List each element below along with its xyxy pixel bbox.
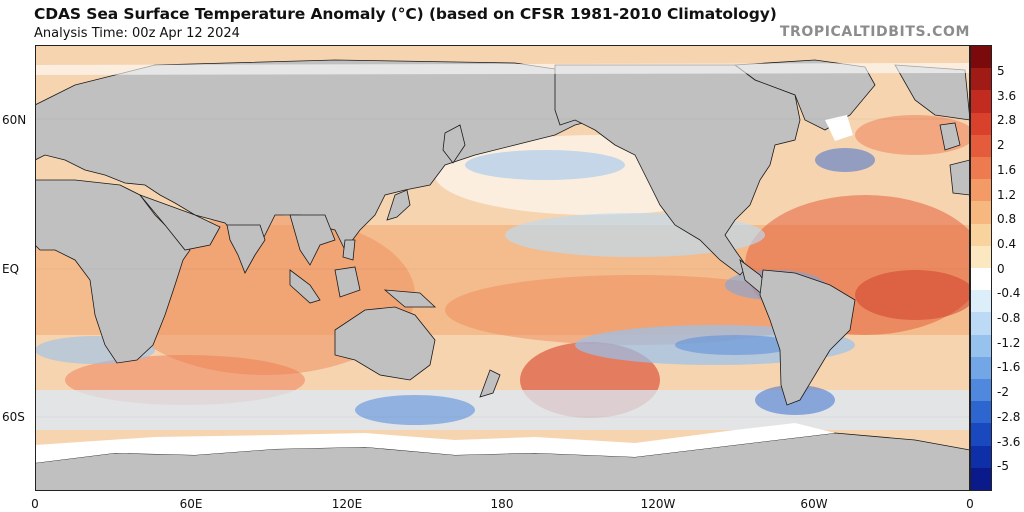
new-zealand-land — [479, 369, 501, 398]
lat-label-eq: EQ — [2, 262, 20, 276]
colorbar — [970, 45, 992, 491]
colorbar-label: -2.8 — [997, 409, 1021, 424]
sst-anomaly-map — [35, 45, 970, 491]
colorbar-label: -5 — [997, 459, 1009, 474]
colorbar-label: 2.8 — [997, 113, 1017, 128]
colorbar-swatch — [971, 201, 991, 224]
colorbar-swatch — [971, 379, 991, 402]
colorbar-label: -2 — [997, 385, 1009, 400]
lon-label-0: 0 — [31, 497, 39, 511]
colorbar-swatch — [971, 423, 991, 446]
lon-label-120w: 120W — [640, 497, 676, 511]
colorbar-swatch — [971, 134, 991, 158]
map-title: CDAS Sea Surface Temperature Anomaly (°C… — [34, 5, 777, 23]
colorbar-label: -0.4 — [997, 286, 1021, 301]
lon-label-0-right: 0 — [966, 497, 974, 511]
analysis-time: Analysis Time: 00z Apr 12 2024 — [34, 26, 240, 41]
colorbar-swatch — [971, 179, 991, 202]
colorbar-swatch — [971, 268, 991, 291]
australia-land — [334, 306, 436, 381]
colorbar-label: 0.4 — [997, 236, 1017, 251]
colorbar-swatch — [971, 90, 991, 113]
india-land — [226, 224, 266, 274]
lon-label-60e: 60E — [179, 497, 203, 511]
sea-ice — [35, 63, 970, 463]
borneo-land — [334, 266, 361, 298]
indochina-land — [289, 214, 336, 266]
colorbar-label: 5 — [997, 64, 1005, 78]
iberia-land — [949, 159, 970, 196]
colorbar-label: 0.8 — [997, 212, 1017, 227]
colorbar-swatch — [971, 334, 991, 357]
lat-label-60s: 60S — [2, 410, 25, 424]
sumatra-land — [289, 269, 321, 304]
colorbar-swatch — [971, 157, 991, 180]
lon-label-180: 180 — [490, 497, 514, 511]
colorbar-swatch — [971, 223, 991, 246]
colorbar-swatch — [971, 467, 991, 491]
new-guinea-land — [383, 289, 437, 308]
colorbar-label: 1.6 — [997, 162, 1017, 177]
colorbar-swatch — [971, 401, 991, 424]
colorbar-swatch — [971, 68, 991, 91]
colorbar-swatch — [971, 312, 991, 335]
colorbar-label: -3.6 — [997, 434, 1021, 449]
colorbar-swatch — [971, 46, 991, 69]
colorbar-swatch — [971, 245, 991, 269]
colorbar-swatch — [971, 112, 991, 135]
site-brand[interactable]: TROPICALTIDBITS.COM — [779, 24, 970, 40]
kamchatka-land — [442, 124, 466, 164]
colorbar-label: 1.2 — [997, 187, 1017, 202]
colorbar-swatch — [971, 290, 991, 313]
graticule — [35, 118, 970, 418]
japan-land — [386, 189, 411, 221]
lon-label-120e: 120E — [331, 497, 363, 511]
colorbar-label: 0 — [997, 261, 1005, 276]
lon-label-60w: 60W — [800, 497, 828, 511]
land — [35, 59, 970, 491]
lat-label-60n: 60N — [2, 113, 27, 127]
philippines-land — [342, 239, 356, 261]
colorbar-label: 2 — [997, 138, 1005, 153]
colorbar-label: -1.2 — [997, 335, 1021, 350]
colorbar-label: -0.8 — [997, 311, 1021, 325]
colorbar-label: -1.6 — [997, 360, 1021, 375]
colorbar-label: 3.6 — [997, 88, 1017, 103]
africa-land — [35, 179, 191, 364]
uk-land — [939, 122, 961, 151]
south-america-land — [759, 269, 856, 406]
map-canvas — [35, 45, 970, 491]
arabia-land — [138, 194, 221, 251]
colorbar-swatch — [971, 356, 991, 380]
colorbar-swatch — [971, 445, 991, 468]
